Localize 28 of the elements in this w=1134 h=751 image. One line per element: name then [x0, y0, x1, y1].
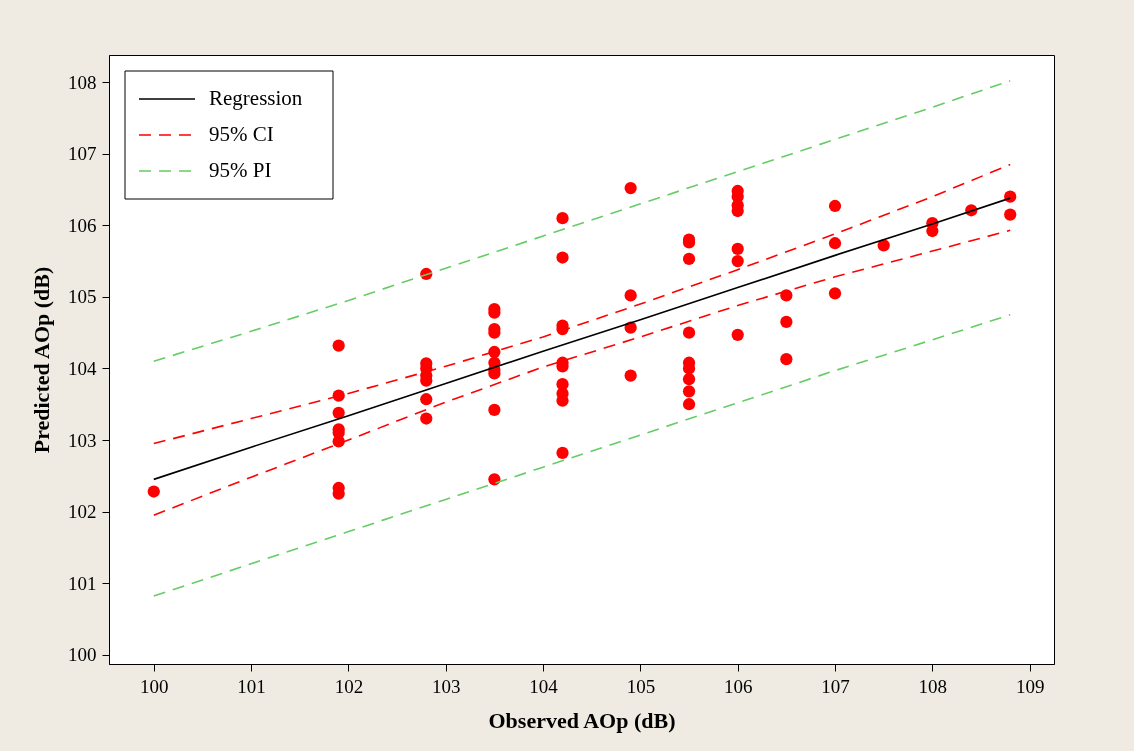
y-tick-label: 101 — [68, 572, 97, 594]
x-tick-label: 104 — [529, 675, 559, 697]
y-tick-label: 100 — [68, 644, 97, 666]
line-series — [152, 163, 1012, 445]
x-tick-label: 109 — [1015, 675, 1045, 697]
x-tick-label: 105 — [626, 675, 656, 697]
y-tick-label: 108 — [68, 71, 97, 93]
x-tick-label: 102 — [334, 675, 364, 697]
y-tick-label: 104 — [68, 357, 97, 379]
line-series — [152, 313, 1012, 597]
y-tick-label: 107 — [68, 143, 97, 165]
y-tick-label: 103 — [68, 429, 97, 451]
legend-label: 95% CI — [209, 122, 274, 146]
x-tick-label: 101 — [237, 675, 266, 697]
y-axis-title: Predicted AOp (dB) — [29, 266, 54, 454]
legend-label: Regression — [209, 86, 303, 110]
x-tick-label: 107 — [821, 675, 850, 697]
x-tick-label: 106 — [723, 675, 753, 697]
legend-label: 95% PI — [209, 158, 272, 182]
x-axis-title: Observed AOp (dB) — [488, 707, 676, 733]
y-tick-label: 102 — [68, 501, 97, 523]
y-tick-label: 105 — [68, 286, 97, 308]
line-series — [152, 229, 1012, 516]
x-tick-label: 100 — [140, 675, 169, 697]
x-tick-label: 108 — [918, 675, 948, 697]
y-tick-label: 106 — [68, 214, 97, 236]
line-series — [152, 79, 1012, 363]
x-tick-label: 103 — [431, 675, 461, 697]
